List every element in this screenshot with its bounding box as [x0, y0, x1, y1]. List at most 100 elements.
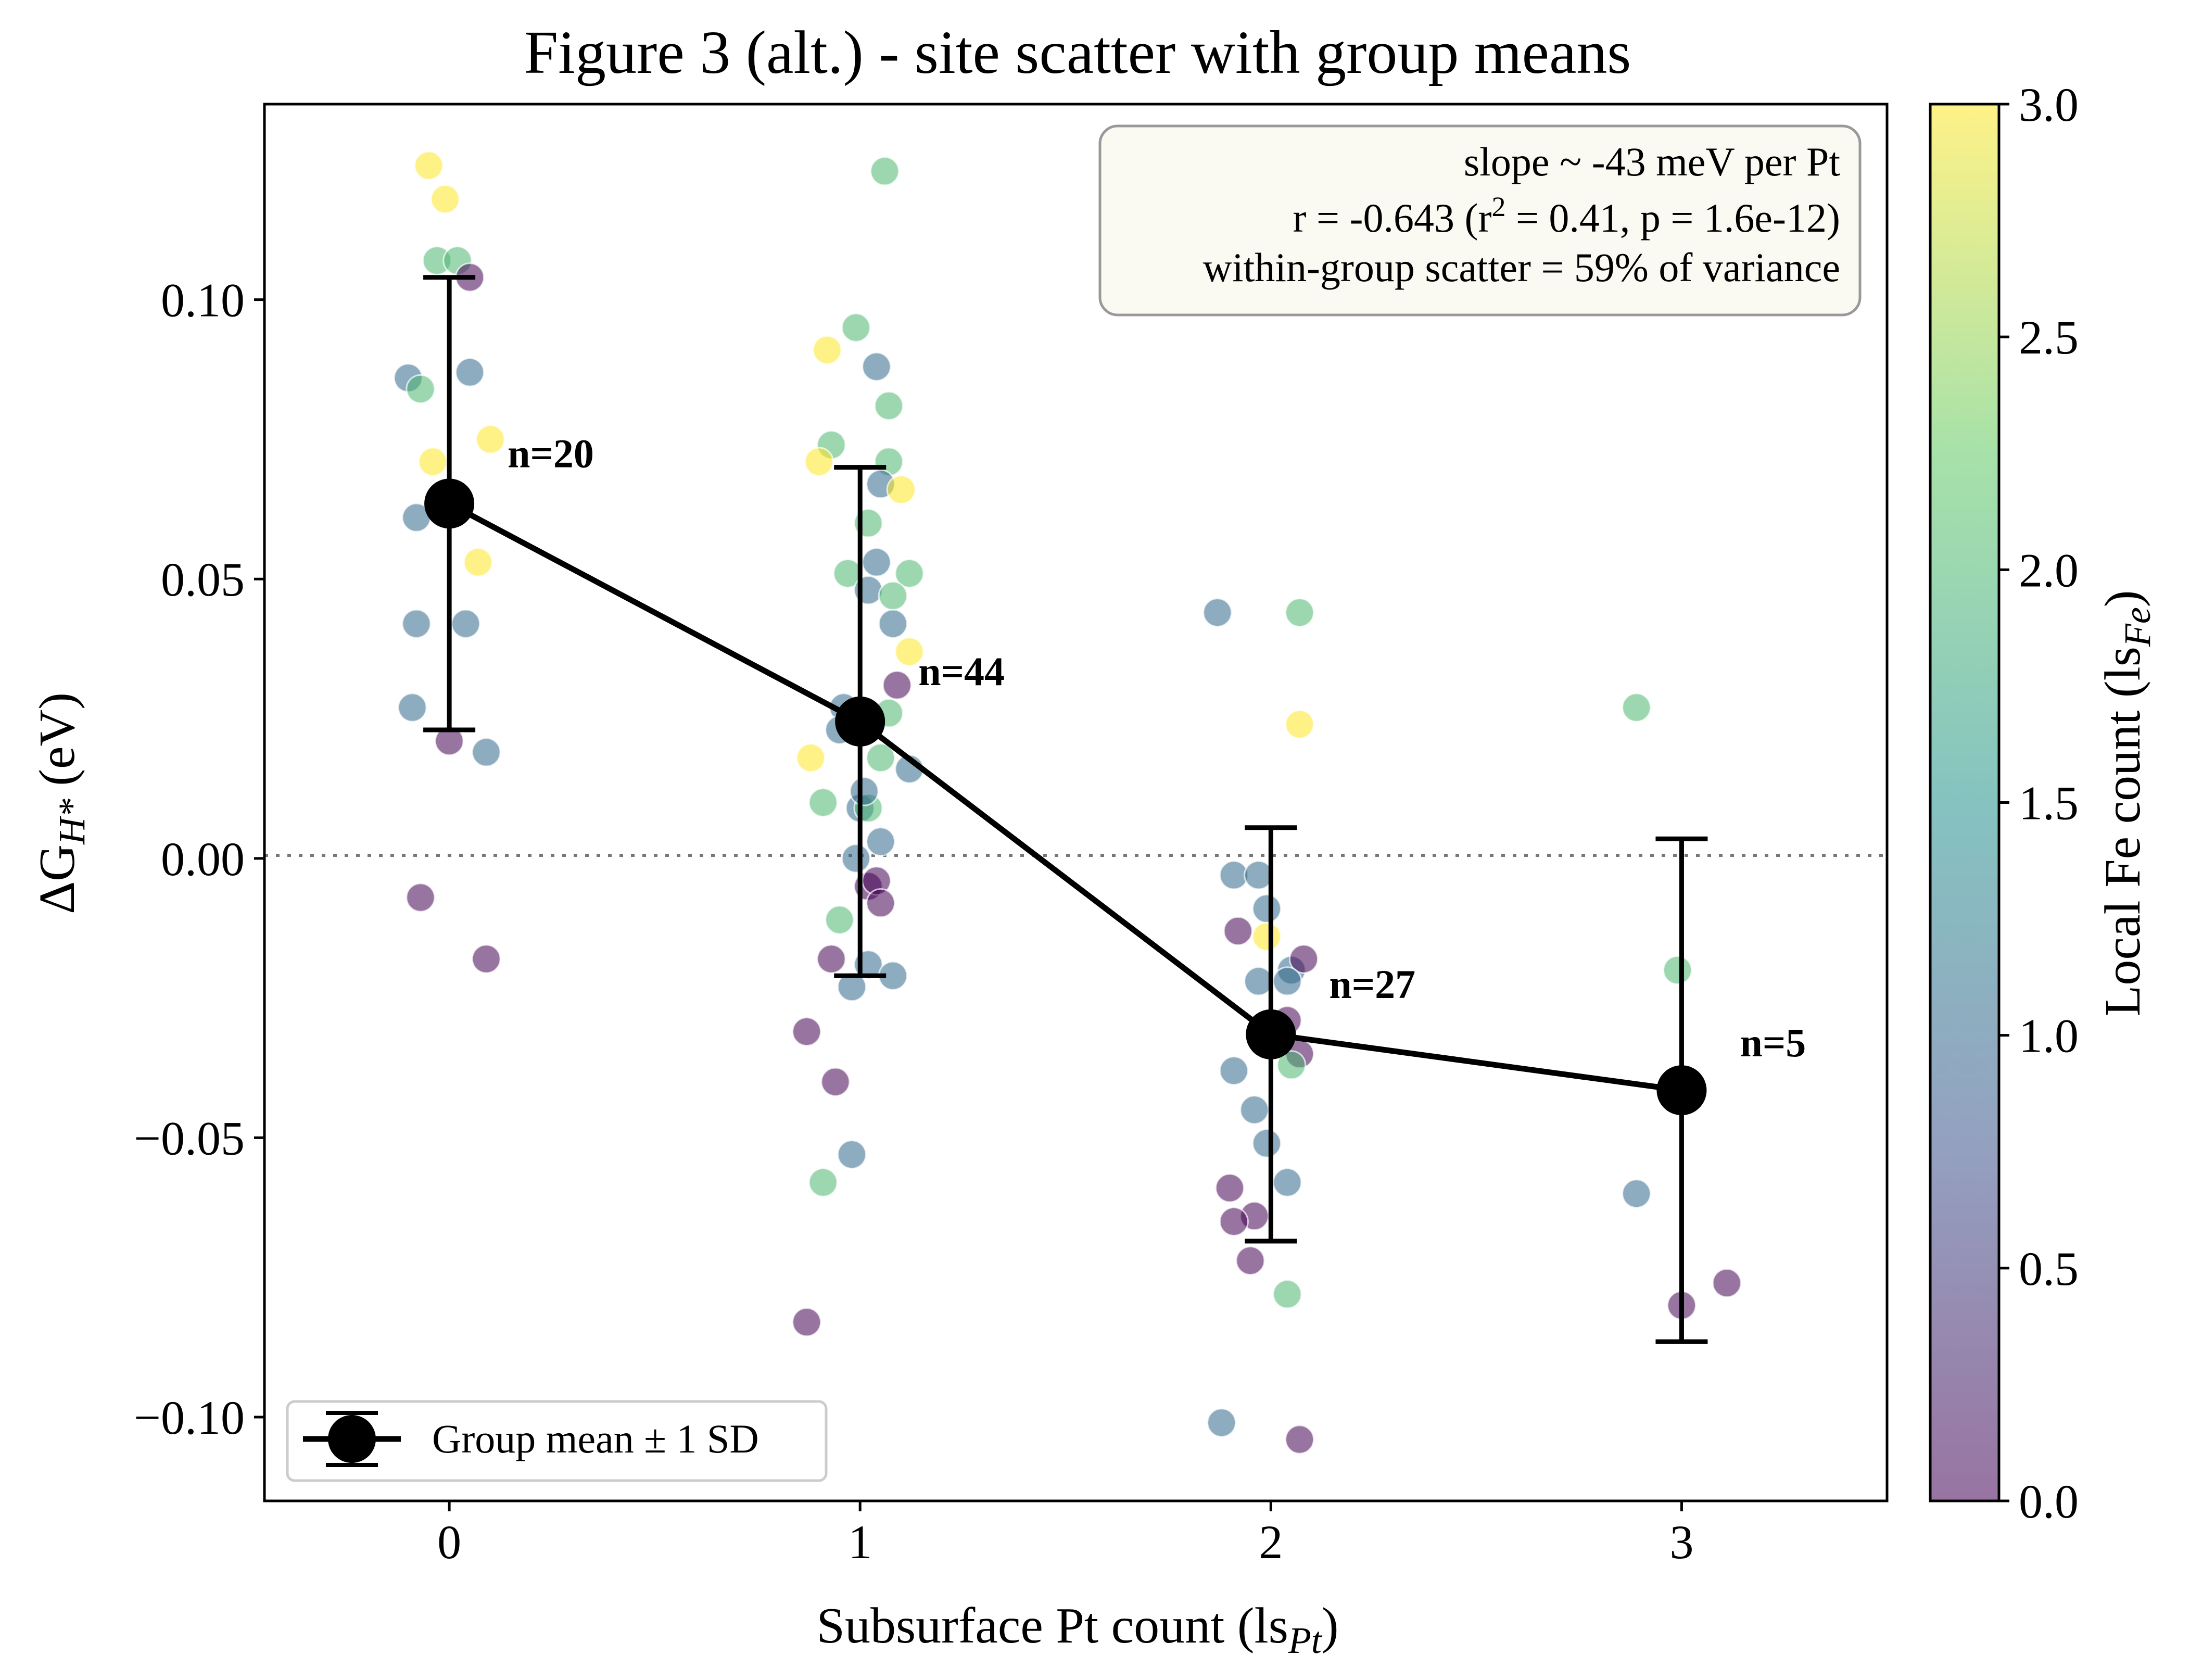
scatter-point: [1251, 1128, 1282, 1158]
scatter-point: [406, 374, 436, 404]
scatter-point: [471, 737, 501, 767]
scatter-point: [1223, 916, 1253, 946]
group-mean-marker: [1246, 1009, 1296, 1059]
x-tick-label: 3: [1669, 1515, 1693, 1569]
y-tick-label: 0.00: [161, 832, 245, 886]
colorbar-tick-label: 0.0: [2019, 1475, 2079, 1528]
scatter-point: [1239, 1095, 1270, 1125]
annotation-slope: slope ~ -43 meV per Pt: [1464, 139, 1841, 184]
scatter-point: [1251, 921, 1282, 952]
scatter-point: [455, 357, 485, 387]
scatter-point: [866, 827, 896, 857]
group-n-label: n=5: [1740, 1020, 1806, 1065]
scatter-point: [808, 788, 838, 817]
scatter-point: [882, 670, 912, 700]
group-n-label: n=44: [918, 649, 1005, 694]
chart-title: Figure 3 (alt.) - site scatter with grou…: [524, 18, 1631, 86]
scatter-point: [825, 905, 855, 935]
scatter-point: [866, 888, 896, 918]
colorbar-tick-label: 2.5: [2019, 311, 2079, 364]
y-tick-label: 0.10: [161, 274, 245, 327]
group-mean-series: [423, 275, 1708, 1344]
scatter-point: [475, 424, 505, 454]
group-n-labels: n=20 n=44 n=27 n=5: [508, 431, 1806, 1065]
scatter-point: [894, 637, 925, 667]
scatter-point: [804, 447, 834, 477]
colorbar-tick-label: 2.0: [2019, 544, 2079, 597]
x-axis-label: Subsurface Pt count (lsPt): [817, 1598, 1339, 1661]
scatter-point: [878, 609, 908, 639]
scatter-point: [1276, 1050, 1307, 1080]
scatter-point: [1244, 860, 1274, 890]
scatter-point: [1712, 1268, 1742, 1298]
scatter-point: [849, 776, 879, 806]
scatter-point: [430, 184, 460, 214]
scatter-point: [841, 312, 871, 343]
group-mean-line: [448, 501, 1682, 1093]
colorbar-tick-label: 3.0: [2019, 78, 2079, 131]
scatter-point: [1288, 944, 1319, 974]
scatter-point: [1214, 1173, 1245, 1203]
scatter-point: [866, 743, 896, 773]
scatter-point: [837, 1140, 867, 1170]
scatter-point: [1622, 692, 1652, 723]
group-mean-marker: [424, 478, 475, 529]
scatter-point: [894, 558, 925, 588]
annotation-box: slope ~ -43 meV per Pt r = -0.643 (r2 = …: [1098, 124, 1862, 317]
scatter-point: [796, 743, 826, 773]
scatter-point: [870, 156, 900, 186]
scatter-point: [1285, 1424, 1315, 1455]
scatter-point: [1622, 1179, 1652, 1209]
scatter-point: [841, 843, 871, 874]
scatter-point: [401, 609, 432, 639]
scatter-point: [463, 547, 493, 577]
scatter-point: [1663, 955, 1693, 985]
scatter-point: [1219, 1206, 1249, 1236]
scatter-point: [397, 692, 427, 723]
scatter-point: [418, 447, 448, 477]
scatter-point: [451, 609, 481, 639]
scatter-point: [808, 1167, 838, 1197]
group-n-label: n=27: [1329, 962, 1415, 1007]
annotation-correlation: r = -0.643 (r2 = 0.41, p = 1.6e-12): [1293, 191, 1840, 241]
legend-frame: [286, 1400, 828, 1482]
plot-frame: [263, 103, 1889, 1502]
group-n-label: n=20: [508, 431, 594, 476]
scatter-point: [1272, 966, 1302, 996]
group-mean-marker: [1656, 1065, 1707, 1116]
scatter-point: [816, 944, 846, 974]
scatter-point: [1219, 1056, 1249, 1086]
scatter-point: [837, 972, 867, 1002]
scatter-point: [1235, 1246, 1265, 1276]
scatter-point: [471, 944, 501, 974]
scatter-point: [1207, 1408, 1237, 1438]
scatter-point: [792, 1017, 822, 1047]
scatter-point: [886, 475, 916, 505]
annotation-box-frame: [1098, 124, 1862, 317]
scatter-point: [874, 391, 904, 421]
y-tick-label: −0.05: [134, 1111, 245, 1165]
legend-label: Group mean ± 1 SD: [432, 1416, 759, 1461]
colorbar-ticks: 0.0 0.5 1.0 1.5 2.0 2.5 3.0: [1999, 78, 2079, 1528]
scatter-point: [862, 547, 892, 577]
scatter-point: [862, 351, 892, 382]
plot-area: n=20 n=44 n=27 n=5: [263, 103, 1889, 1502]
colorbar-tick-label: 1.0: [2019, 1009, 2079, 1063]
x-tick-label: 1: [848, 1515, 872, 1569]
group-mean-marker: [835, 696, 885, 747]
scatter-point: [1244, 966, 1274, 996]
colorbar: 0.0 0.5 1.0 1.5 2.0 2.5 3.0 Local Fe count (ls…: [1929, 78, 2158, 1528]
scatter-point: [1251, 893, 1282, 924]
scatter-point: [1285, 598, 1315, 628]
colorbar-label: Local Fe count (lsFe): [2095, 590, 2158, 1017]
legend: Group mean ± 1 SD: [286, 1400, 828, 1482]
scatter-point: [414, 150, 444, 181]
x-tick-label: 2: [1259, 1515, 1283, 1569]
legend-marker: [328, 1415, 376, 1463]
colorbar-tick-label: 0.5: [2019, 1242, 2079, 1295]
x-axis-ticks: 0 1 2 3: [437, 1501, 1693, 1569]
colorbar-gradient: [1930, 104, 1999, 1501]
scatter-point: [820, 1067, 851, 1097]
scatter-point: [812, 335, 842, 365]
